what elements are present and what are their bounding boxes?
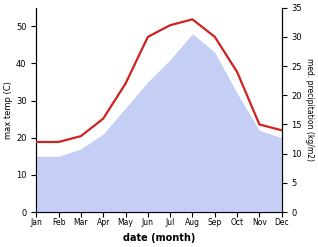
- Y-axis label: max temp (C): max temp (C): [4, 81, 13, 139]
- Y-axis label: med. precipitation (kg/m2): med. precipitation (kg/m2): [305, 58, 314, 161]
- X-axis label: date (month): date (month): [123, 233, 195, 243]
